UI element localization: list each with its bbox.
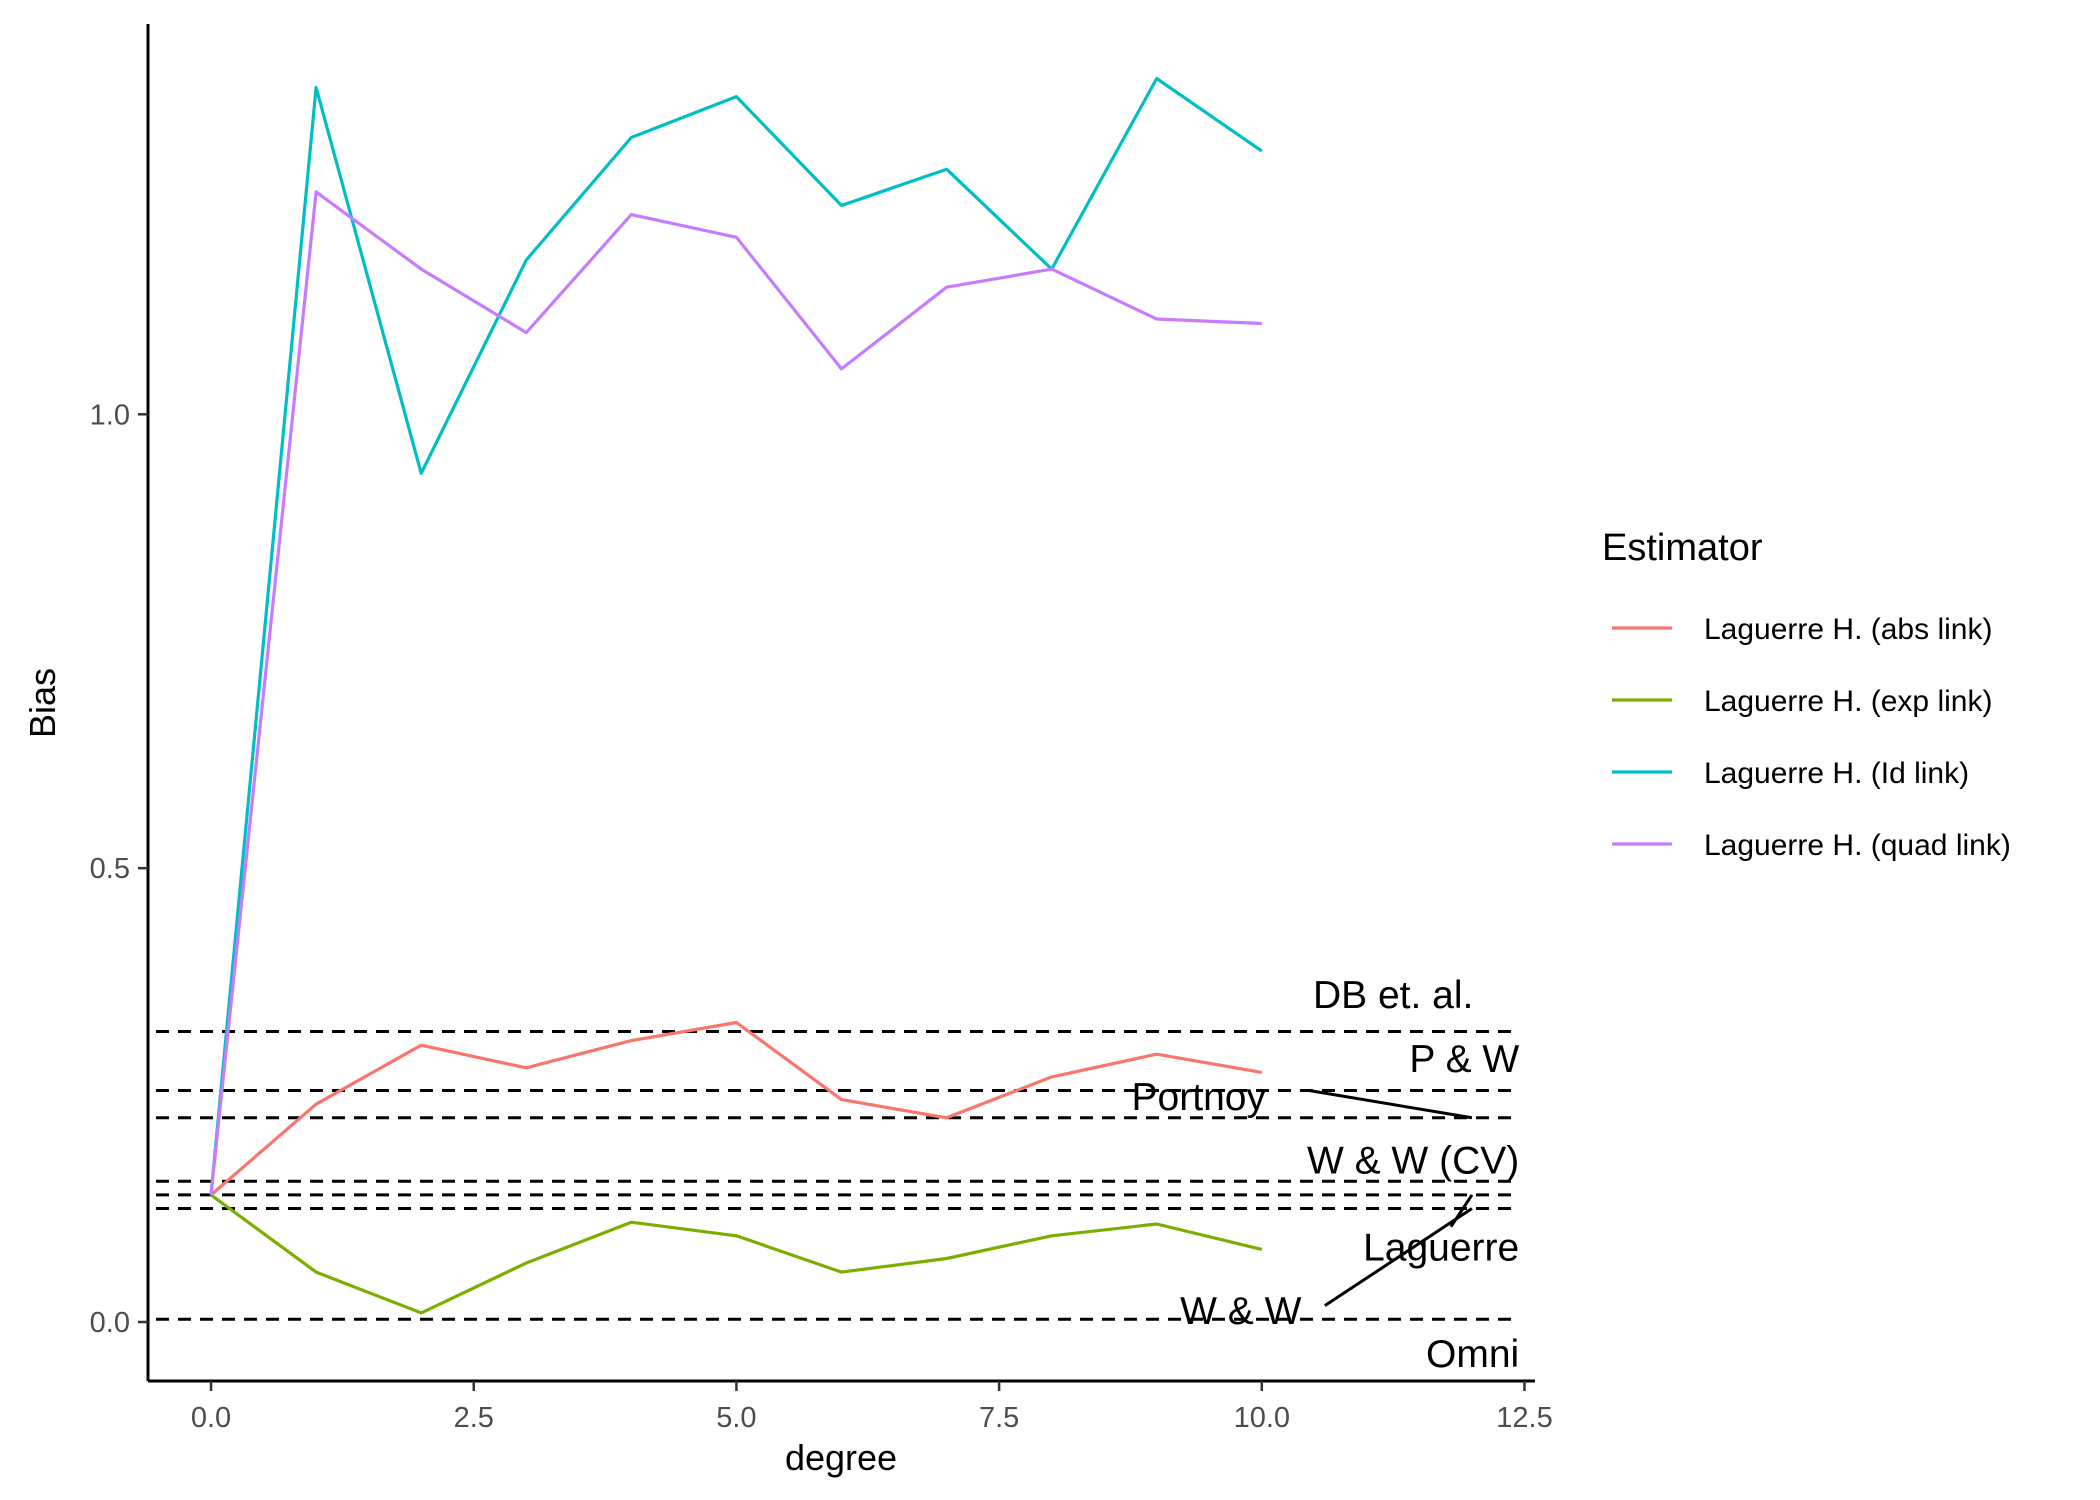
x-tick-label: 2.5 [454,1402,494,1434]
series-line [209,76,1263,1196]
legend-label: Laguerre H. (quad link) [1704,829,2011,862]
reference-lines [156,1030,1519,1321]
x-tick-label: 12.5 [1496,1402,1552,1434]
y-tick-label: 0.5 [90,853,130,885]
series-line [210,1193,1263,1315]
label-leader-line [1308,1089,1473,1120]
series-line [209,190,1262,1196]
legend-entries: Laguerre H. (abs link) Laguerre H. (exp l… [1612,613,2011,862]
legend-entry: Laguerre H. (abs link) [1612,613,1992,646]
x-tick-label: 0.0 [191,1402,231,1434]
legend-title: Estimator [1602,527,1763,569]
reference-label: W & W [1180,1290,1301,1333]
series-lines [209,76,1263,1315]
reference-label: DB et. al. [1313,974,1473,1017]
label-leaders [1308,1089,1474,1307]
y-tick-label: 0.0 [90,1307,130,1339]
x-tick-label: 5.0 [716,1402,756,1434]
y-axis-title: Bias [22,668,63,738]
label-leader-line [1449,1194,1474,1228]
y-axis-ticks: 0.0 0.5 1.0 [90,399,148,1339]
x-axis-ticks: 0.0 2.5 5.0 7.5 10.0 12.5 [191,1381,1553,1434]
reference-label: W & W (CV) [1307,1139,1519,1182]
reference-label: P & W [1409,1038,1519,1081]
legend-entry: Laguerre H. (exp link) [1612,685,1992,718]
reference-labels: DB et. al. P & W Portnoy W & W (CV) Laguerre… [1132,974,1520,1376]
series-line [209,1020,1263,1197]
legend: Estimator Laguerre H. (abs link)Laguerre… [1602,527,2011,862]
x-axis-title: degree [785,1437,897,1478]
x-tick-label: 10.0 [1234,1402,1290,1434]
x-tick-label: 7.5 [979,1402,1019,1434]
legend-entry: Laguerre H. (Id link) [1612,757,1969,790]
reference-label: Portnoy [1132,1076,1267,1119]
legend-label: Laguerre H. (Id link) [1704,757,1969,790]
reference-label: Omni [1426,1333,1519,1376]
y-tick-label: 1.0 [90,399,130,431]
reference-label: Laguerre [1363,1227,1519,1270]
legend-label: Laguerre H. (exp link) [1704,685,1992,718]
legend-label: Laguerre H. (abs link) [1704,613,1992,646]
label-leader-line [1324,1207,1473,1307]
legend-entry: Laguerre H. (quad link) [1612,829,2011,862]
